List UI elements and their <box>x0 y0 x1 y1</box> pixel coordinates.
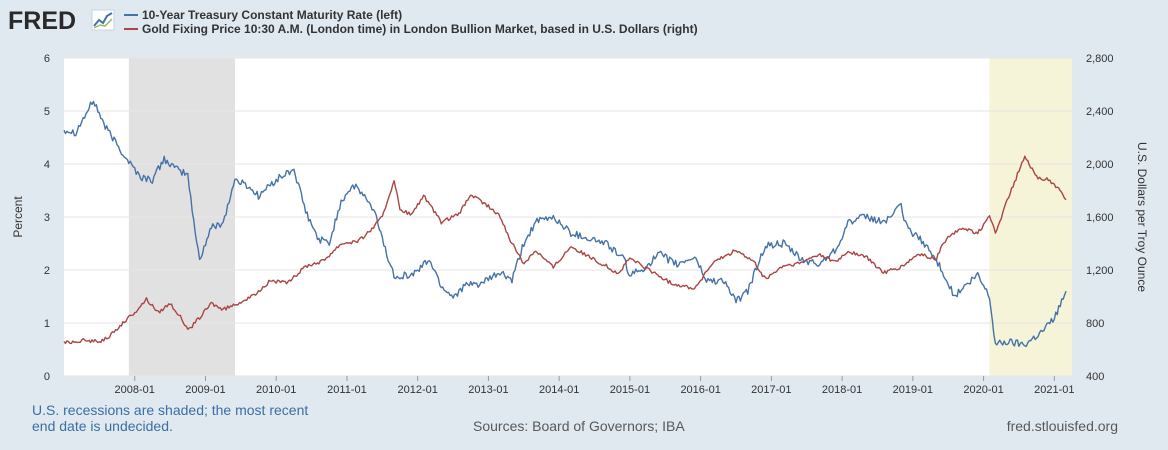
recession-note-line1: U.S. recessions are shaded; the most rec… <box>32 402 309 418</box>
right-tick-label: 1,200 <box>1086 265 1114 277</box>
legend-swatch-gold <box>124 28 138 30</box>
site-link[interactable]: fred.stlouisfed.org <box>1006 418 1118 434</box>
left-tick-label: 3 <box>44 212 50 224</box>
x-tick-label: 2021-01 <box>1034 384 1074 396</box>
fred-logo-text: FRED <box>8 7 76 35</box>
left-axis-label: Percent <box>11 196 25 238</box>
x-tick-label: 2015-01 <box>610 384 650 396</box>
legend-label-treasury: 10-Year Treasury Constant Maturity Rate … <box>142 8 403 22</box>
series-line-treasury <box>63 100 1067 348</box>
legend-entry-gold[interactable]: Gold Fixing Price 10:30 A.M. (London tim… <box>124 22 698 36</box>
left-tick-label: 0 <box>44 371 50 383</box>
right-tick-label: 800 <box>1086 318 1104 330</box>
x-tick-label: 2009-01 <box>185 384 225 396</box>
x-tick-label: 2008-01 <box>115 384 155 396</box>
x-tick-label: 2016-01 <box>680 384 720 396</box>
x-tick-label: 2010-01 <box>256 384 296 396</box>
x-tick-label: 2019-01 <box>893 384 933 396</box>
x-tick-label: 2014-01 <box>539 384 579 396</box>
x-tick-label: 2013-01 <box>468 384 508 396</box>
right-axis: 400 800 1,200 1,600 2,000 2,400 2,800 <box>1086 53 1114 383</box>
left-tick-label: 1 <box>44 318 50 330</box>
left-axis: 0 1 2 3 4 5 6 <box>44 53 50 383</box>
series-lines <box>63 100 1067 348</box>
x-axis: 2008-01 2009-01 2010-01 2011-01 2012-01 2013-… <box>115 376 1075 396</box>
left-tick-label: 6 <box>44 53 50 65</box>
x-tick-label: 2011-01 <box>327 384 367 396</box>
x-tick-label: 2012-01 <box>397 384 437 396</box>
legend-label-gold: Gold Fixing Price 10:30 A.M. (London tim… <box>142 22 698 36</box>
left-tick-label: 2 <box>44 265 50 277</box>
fred-logo[interactable]: FRED <box>6 5 118 35</box>
right-axis-label: U.S. Dollars per Troy Ounce <box>1135 142 1149 292</box>
x-tick-label: 2020-01 <box>963 384 1003 396</box>
legend-swatch-treasury <box>124 14 138 16</box>
right-tick-label: 2,800 <box>1086 53 1114 65</box>
left-tick-label: 5 <box>44 106 50 118</box>
legend-entry-treasury[interactable]: 10-Year Treasury Constant Maturity Rate … <box>124 8 698 22</box>
x-tick-label: 2018-01 <box>822 384 862 396</box>
legend: 10-Year Treasury Constant Maturity Rate … <box>124 8 698 36</box>
left-tick-label: 4 <box>44 159 50 171</box>
right-tick-label: 1,600 <box>1086 212 1114 224</box>
right-tick-label: 2,000 <box>1086 159 1114 171</box>
trend-graph-icon <box>91 9 115 31</box>
x-tick-label: 2017-01 <box>751 384 791 396</box>
recession-note-line2: end date is undecided. <box>32 418 173 434</box>
sources-text: Sources: Board of Governors; IBA <box>473 418 685 434</box>
recession-note: U.S. recessions are shaded; the most rec… <box>32 402 308 434</box>
series-line-gold <box>63 155 1067 345</box>
right-tick-label: 2,400 <box>1086 106 1114 118</box>
right-tick-label: 400 <box>1086 371 1104 383</box>
